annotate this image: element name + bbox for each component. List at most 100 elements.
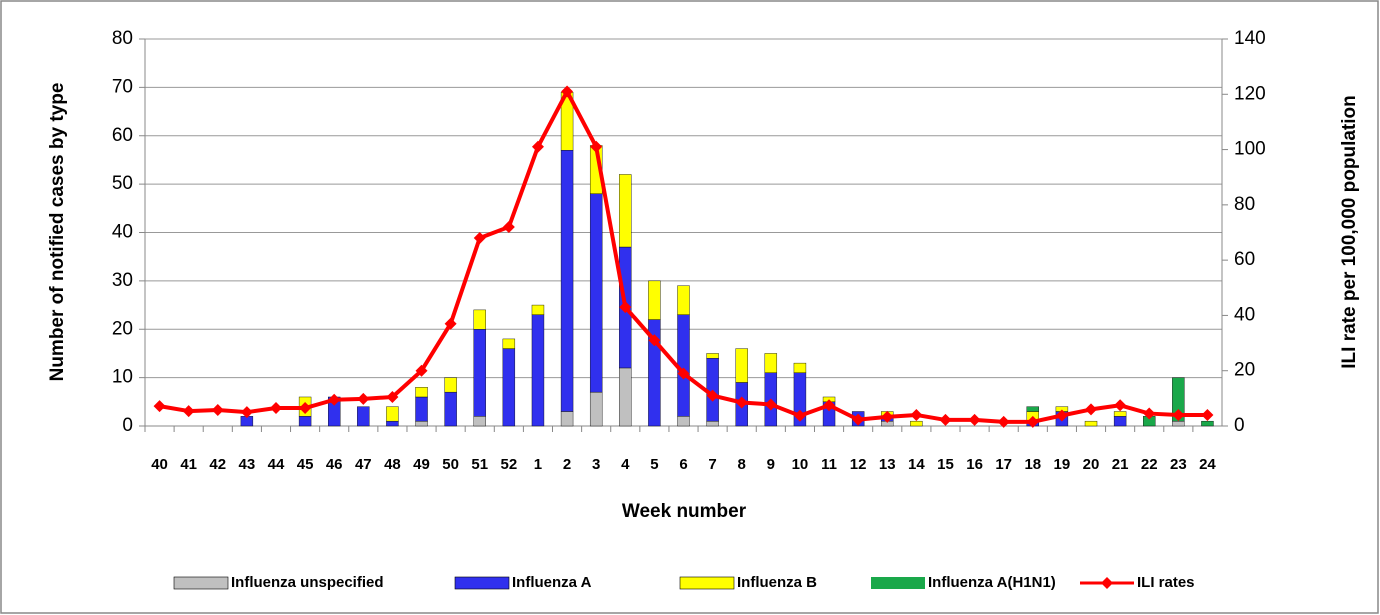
legend-swatch	[454, 576, 510, 590]
ili-marker	[357, 392, 370, 405]
ili-marker	[910, 408, 923, 421]
x-tick-label: 40	[151, 456, 168, 473]
y2-axis-title: ILI rate per 100,000 population	[1339, 95, 1360, 368]
ili-marker	[1172, 408, 1185, 421]
ili-marker	[386, 390, 399, 403]
x-tick-label: 15	[937, 456, 954, 473]
bar-segment	[1113, 411, 1127, 417]
x-tick-label: 43	[239, 456, 256, 473]
y2-tick-label: 60	[1234, 249, 1255, 270]
ili-marker	[1085, 403, 1098, 416]
ili-marker	[793, 409, 806, 422]
ili-marker	[939, 413, 952, 426]
y-tick-label: 60	[112, 125, 133, 146]
bar-segment	[706, 353, 719, 359]
ili-marker	[473, 232, 486, 245]
ili-marker	[677, 367, 690, 380]
bar-segment	[444, 377, 457, 393]
y-tick-label: 0	[122, 415, 133, 436]
bar-segment	[473, 309, 486, 330]
ili-marker	[619, 301, 632, 314]
y-tick-label: 80	[112, 28, 133, 49]
x-tick-label: 20	[1083, 456, 1100, 473]
y-axis-title: Number of notified cases by type	[47, 83, 68, 382]
bar-segment	[677, 416, 690, 427]
ili-marker	[328, 393, 341, 406]
x-tick-label: 11	[821, 456, 837, 473]
ili-marker	[764, 398, 777, 411]
y2-tick-label: 20	[1234, 360, 1255, 381]
ili-marker	[706, 389, 719, 402]
legend-swatch	[679, 576, 735, 590]
y2-tick-label: 0	[1234, 415, 1245, 436]
legend-label: Influenza A	[512, 574, 592, 591]
bar-segment	[502, 338, 516, 349]
x-tick-label: 3	[592, 456, 600, 473]
bar-segment	[1172, 420, 1185, 427]
y-tick-label: 10	[112, 367, 133, 388]
bar-segment	[619, 174, 632, 248]
x-tick-label: 2	[563, 456, 571, 473]
ili-marker	[531, 140, 544, 153]
x-tick-label: 52	[501, 456, 518, 473]
y-tick-label: 50	[112, 173, 133, 194]
bar-segment	[589, 193, 603, 393]
x-tick-label: 50	[442, 456, 459, 473]
bar-segment	[793, 362, 807, 373]
legend-swatch	[173, 576, 229, 590]
ili-marker	[881, 410, 894, 423]
legend-label: Influenza unspecified	[231, 574, 384, 591]
x-tick-label: 46	[326, 456, 343, 473]
bar-segment	[531, 314, 545, 427]
ili-marker	[240, 406, 253, 419]
ili-marker	[1201, 408, 1214, 421]
x-axis-title: Week number	[622, 501, 747, 522]
x-tick-label: 44	[268, 456, 285, 473]
x-tick-label: 24	[1199, 456, 1216, 473]
x-tick-label: 51	[471, 456, 488, 473]
x-tick-label: 47	[355, 456, 372, 473]
ili-marker	[823, 399, 836, 412]
ili-marker	[182, 405, 195, 418]
bar-segment	[415, 387, 428, 398]
x-tick-label: 23	[1170, 456, 1187, 473]
y2-tick-label: 80	[1234, 194, 1255, 215]
x-tick-label: 48	[384, 456, 401, 473]
legend-swatch	[871, 577, 925, 589]
legend-marker	[1101, 577, 1113, 589]
bar-segment	[706, 420, 719, 427]
bar-segment	[298, 416, 312, 427]
x-tick-label: 41	[180, 456, 197, 473]
x-tick-label: 22	[1141, 456, 1158, 473]
x-tick-label: 9	[767, 456, 775, 473]
x-tick-label: 42	[209, 456, 226, 473]
bar-segment	[415, 420, 428, 427]
x-tick-label: 14	[908, 456, 925, 473]
y2-tick-label: 40	[1234, 304, 1255, 325]
bar-segment	[560, 150, 574, 412]
x-tick-label: 4	[621, 456, 630, 473]
ili-marker	[269, 402, 282, 415]
bar-segment	[357, 406, 370, 427]
x-tick-label: 16	[966, 456, 983, 473]
y2-tick-label: 120	[1234, 83, 1266, 104]
x-tick-label: 6	[679, 456, 687, 473]
bar-segment	[589, 391, 603, 427]
bar-segment	[560, 411, 574, 427]
bar-segment	[473, 329, 486, 417]
bar-segment	[764, 353, 778, 373]
x-tick-label: 5	[650, 456, 658, 473]
x-tick-label: 7	[708, 456, 716, 473]
x-tick-label: 19	[1054, 456, 1071, 473]
y-tick-label: 40	[112, 222, 133, 243]
bar-segment	[502, 348, 516, 427]
bar-segment	[415, 396, 428, 422]
ili-marker	[1026, 415, 1039, 428]
y-tick-label: 30	[112, 270, 133, 291]
ili-marker	[299, 402, 312, 415]
bar-segment	[619, 367, 632, 427]
ili-marker	[852, 413, 865, 426]
ili-marker	[153, 400, 166, 413]
legend-label: Influenza A(H1N1)	[928, 574, 1056, 591]
